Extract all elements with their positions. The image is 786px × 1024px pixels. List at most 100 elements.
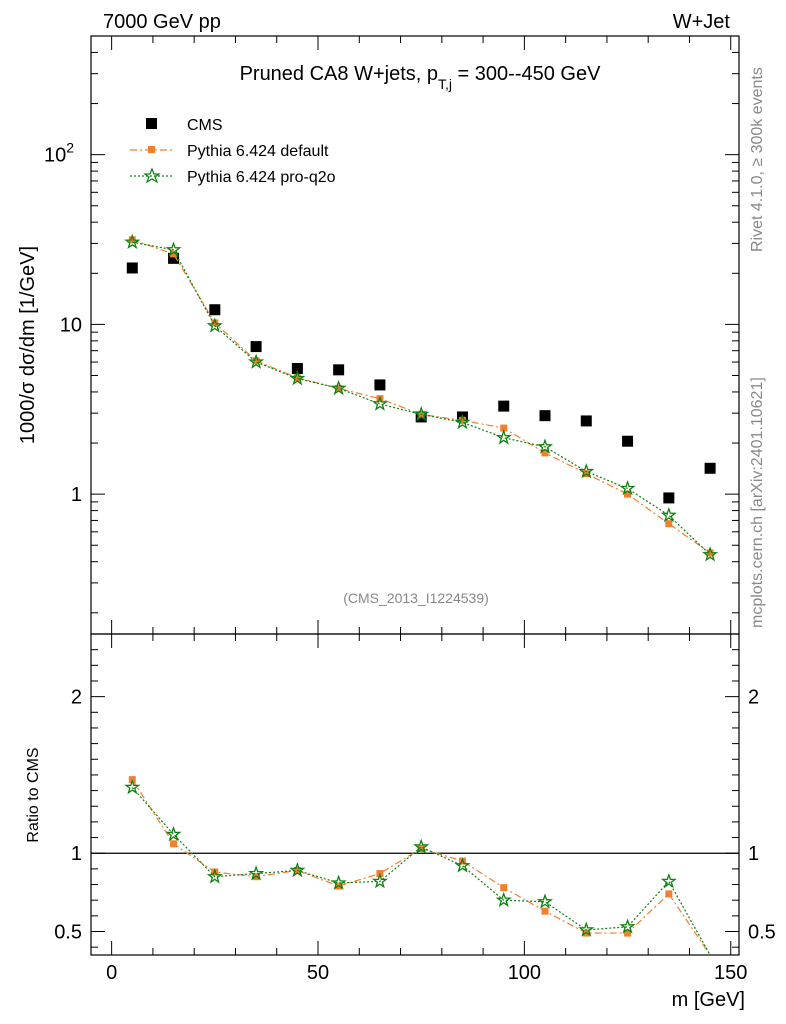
- data-point: [371, 872, 388, 889]
- data-point: [289, 861, 306, 878]
- data-point: [128, 236, 136, 244]
- data-point: [660, 506, 677, 523]
- ratio-data-marks: [91, 776, 739, 956]
- y-tick-label: 0.5: [54, 922, 82, 944]
- header-right-label: W+Jet: [673, 11, 731, 33]
- data-point: [293, 374, 301, 382]
- data-point: [495, 429, 512, 445]
- y-tick-label: 2: [71, 687, 82, 709]
- legend-cms-marker: [146, 118, 157, 129]
- legend-default-marker: [148, 146, 155, 153]
- data-point: [206, 317, 223, 333]
- x-tick-label: 0: [106, 962, 117, 984]
- data-point: [248, 865, 265, 881]
- main-y-axis-label: 1000/σ dσ/dm [1/GeV]: [17, 246, 39, 444]
- legend-cms-label: CMS: [187, 117, 223, 134]
- data-point: [702, 546, 719, 562]
- legend-proq2o-label: Pythia 6.424 pro-q2o: [187, 169, 336, 186]
- data-point: [454, 857, 471, 873]
- data-point: [248, 353, 265, 369]
- data-point: [536, 438, 554, 454]
- data-point: [250, 341, 262, 353]
- data-point: [706, 549, 714, 557]
- data-point: [126, 262, 138, 274]
- data-point: [665, 890, 673, 898]
- y-tick-label: 10: [60, 314, 82, 336]
- series-line: [132, 241, 711, 556]
- data-point: [417, 845, 425, 853]
- data-point: [578, 462, 595, 479]
- data-point: [170, 840, 178, 848]
- data-point: [541, 907, 549, 915]
- data-point: [170, 250, 178, 258]
- data-point: [663, 492, 675, 504]
- x-tick-label: 150: [714, 962, 747, 984]
- data-point: [624, 929, 632, 937]
- ratio-y-axis-label: Ratio to CMS: [25, 747, 42, 842]
- data-point: [209, 304, 221, 316]
- legend-proq2o-marker: [143, 167, 161, 184]
- y-tick-label-right: 2: [748, 687, 759, 709]
- y-tick-label: 102: [44, 140, 74, 167]
- data-point: [335, 384, 343, 392]
- data-point: [498, 400, 510, 412]
- title-subscript: T,j: [438, 76, 452, 92]
- data-point: [539, 410, 551, 422]
- ratio-tick-labels: 0.5 0.5 1 1 2 2 0 50 100 150: [54, 687, 776, 984]
- data-point: [289, 370, 306, 386]
- data-point: [168, 252, 180, 264]
- data-point: [624, 490, 632, 498]
- main-axis-ticks: [91, 35, 739, 634]
- y-tick-label: 1: [71, 843, 82, 865]
- main-data-marks: [124, 233, 719, 562]
- data-point: [619, 480, 636, 496]
- data-point: [495, 891, 512, 908]
- mcplots-reference-label: mcplots.cern.ch [arXiv:2401.10621]: [749, 377, 766, 628]
- ratio-panel: Ratio to CMS m [GeV] 0.5 0.5 1 1 2 2 0 50 100 150: [25, 633, 776, 1011]
- ratio-plot-frame: [90, 633, 740, 956]
- data-point: [211, 319, 219, 327]
- data-point: [371, 395, 388, 411]
- ratio-axis-ticks: [91, 634, 739, 955]
- data-point: [541, 449, 549, 457]
- main-panel: Pruned CA8 W+jets, pT,j = 300--450 GeV 1…: [17, 35, 740, 635]
- data-point: [622, 435, 634, 447]
- y-tick-label-right: 0.5: [748, 922, 776, 944]
- main-y-tick-labels: 1 10 102: [44, 140, 82, 506]
- analysis-watermark: (CMS_2013_I1224539): [343, 590, 489, 606]
- data-point: [206, 868, 223, 884]
- data-point: [660, 872, 677, 889]
- data-point: [536, 893, 554, 909]
- main-plot-title: Pruned CA8 W+jets, pT,j = 300--450 GeV: [240, 63, 602, 92]
- data-point: [500, 884, 508, 892]
- data-point: [413, 405, 430, 422]
- data-point: [665, 520, 673, 528]
- data-point: [578, 921, 595, 937]
- x-tick-label: 50: [307, 962, 329, 984]
- data-point: [500, 424, 508, 432]
- data-point: [458, 416, 466, 424]
- title-rest: = 300--450 GeV: [452, 63, 601, 85]
- data-point: [124, 779, 141, 795]
- data-point: [413, 838, 430, 854]
- data-point: [252, 357, 260, 365]
- y-tick-label: 1: [71, 484, 82, 506]
- series-line: [131, 779, 711, 956]
- series-line: [132, 239, 711, 554]
- data-point: [333, 364, 345, 376]
- header-left-label: 7000 GeV pp: [103, 11, 221, 33]
- data-point: [580, 415, 592, 427]
- main-legend: CMS Pythia 6.424 default Pythia 6.424 pr…: [130, 117, 336, 186]
- x-axis-label: m [GeV]: [672, 989, 745, 1011]
- y-tick-label-right: 1: [748, 843, 759, 865]
- data-point: [454, 413, 471, 430]
- rivet-version-label: Rivet 4.1.0, ≥ 300k events: [749, 67, 766, 252]
- data-point: [165, 241, 182, 257]
- x-tick-label: 100: [508, 962, 541, 984]
- data-point: [124, 233, 141, 250]
- data-point: [704, 462, 716, 474]
- legend-default-label: Pythia 6.424 default: [187, 143, 329, 160]
- data-point: [330, 874, 347, 890]
- data-point: [165, 825, 182, 842]
